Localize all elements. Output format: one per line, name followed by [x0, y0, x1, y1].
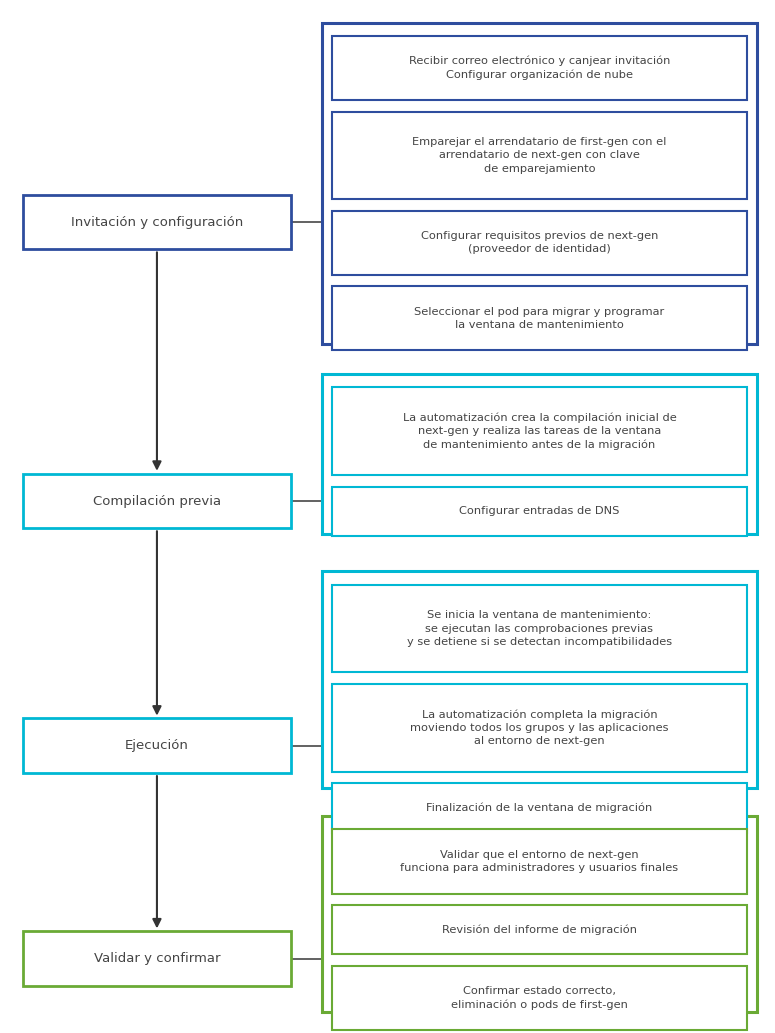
FancyBboxPatch shape — [332, 783, 747, 833]
Text: Finalización de la ventana de migración: Finalización de la ventana de migración — [426, 803, 653, 813]
FancyBboxPatch shape — [332, 286, 747, 350]
FancyBboxPatch shape — [332, 829, 747, 894]
FancyBboxPatch shape — [23, 932, 291, 985]
Text: Ejecución: Ejecución — [125, 740, 189, 752]
Text: Seleccionar el pod para migrar y programar
la ventana de mantenimiento: Seleccionar el pod para migrar y program… — [415, 307, 664, 330]
FancyBboxPatch shape — [322, 374, 757, 534]
Text: Configurar entradas de DNS: Configurar entradas de DNS — [460, 506, 619, 516]
FancyBboxPatch shape — [23, 473, 291, 529]
Text: Confirmar estado correcto,
eliminación o pods de first-gen: Confirmar estado correcto, eliminación o… — [451, 985, 628, 1010]
Text: Compilación previa: Compilación previa — [93, 495, 221, 507]
Text: La automatización crea la compilación inicial de
next-gen y realiza las tareas d: La automatización crea la compilación in… — [402, 412, 677, 450]
Text: Revisión del informe de migración: Revisión del informe de migración — [442, 925, 637, 935]
Text: Se inicia la ventana de mantenimiento:
se ejecutan las comprobaciones previas
y : Se inicia la ventana de mantenimiento: s… — [407, 611, 672, 647]
FancyBboxPatch shape — [332, 36, 747, 100]
Text: Invitación y configuración: Invitación y configuración — [71, 216, 243, 228]
FancyBboxPatch shape — [332, 585, 747, 672]
Text: Configurar requisitos previos de next-gen
(proveedor de identidad): Configurar requisitos previos de next-ge… — [421, 231, 658, 254]
FancyBboxPatch shape — [23, 719, 291, 773]
Text: Validar que el entorno de next-gen
funciona para administradores y usuarios fina: Validar que el entorno de next-gen funci… — [401, 850, 678, 873]
FancyBboxPatch shape — [332, 387, 747, 475]
Text: Emparejar el arrendatario de first-gen con el
arrendatario de next-gen con clave: Emparejar el arrendatario de first-gen c… — [412, 137, 666, 174]
FancyBboxPatch shape — [322, 816, 757, 1012]
FancyBboxPatch shape — [332, 112, 747, 199]
FancyBboxPatch shape — [332, 487, 747, 536]
Text: La automatización completa la migración
moviendo todos los grupos y las aplicaci: La automatización completa la migración … — [410, 710, 669, 746]
FancyBboxPatch shape — [322, 23, 757, 344]
FancyBboxPatch shape — [332, 211, 747, 275]
FancyBboxPatch shape — [322, 571, 757, 788]
FancyBboxPatch shape — [23, 194, 291, 249]
FancyBboxPatch shape — [332, 966, 747, 1030]
Text: Recibir correo electrónico y canjear invitación
Configurar organización de nube: Recibir correo electrónico y canjear inv… — [408, 56, 670, 81]
FancyBboxPatch shape — [332, 905, 747, 954]
FancyBboxPatch shape — [332, 684, 747, 772]
Text: Validar y confirmar: Validar y confirmar — [94, 952, 220, 965]
